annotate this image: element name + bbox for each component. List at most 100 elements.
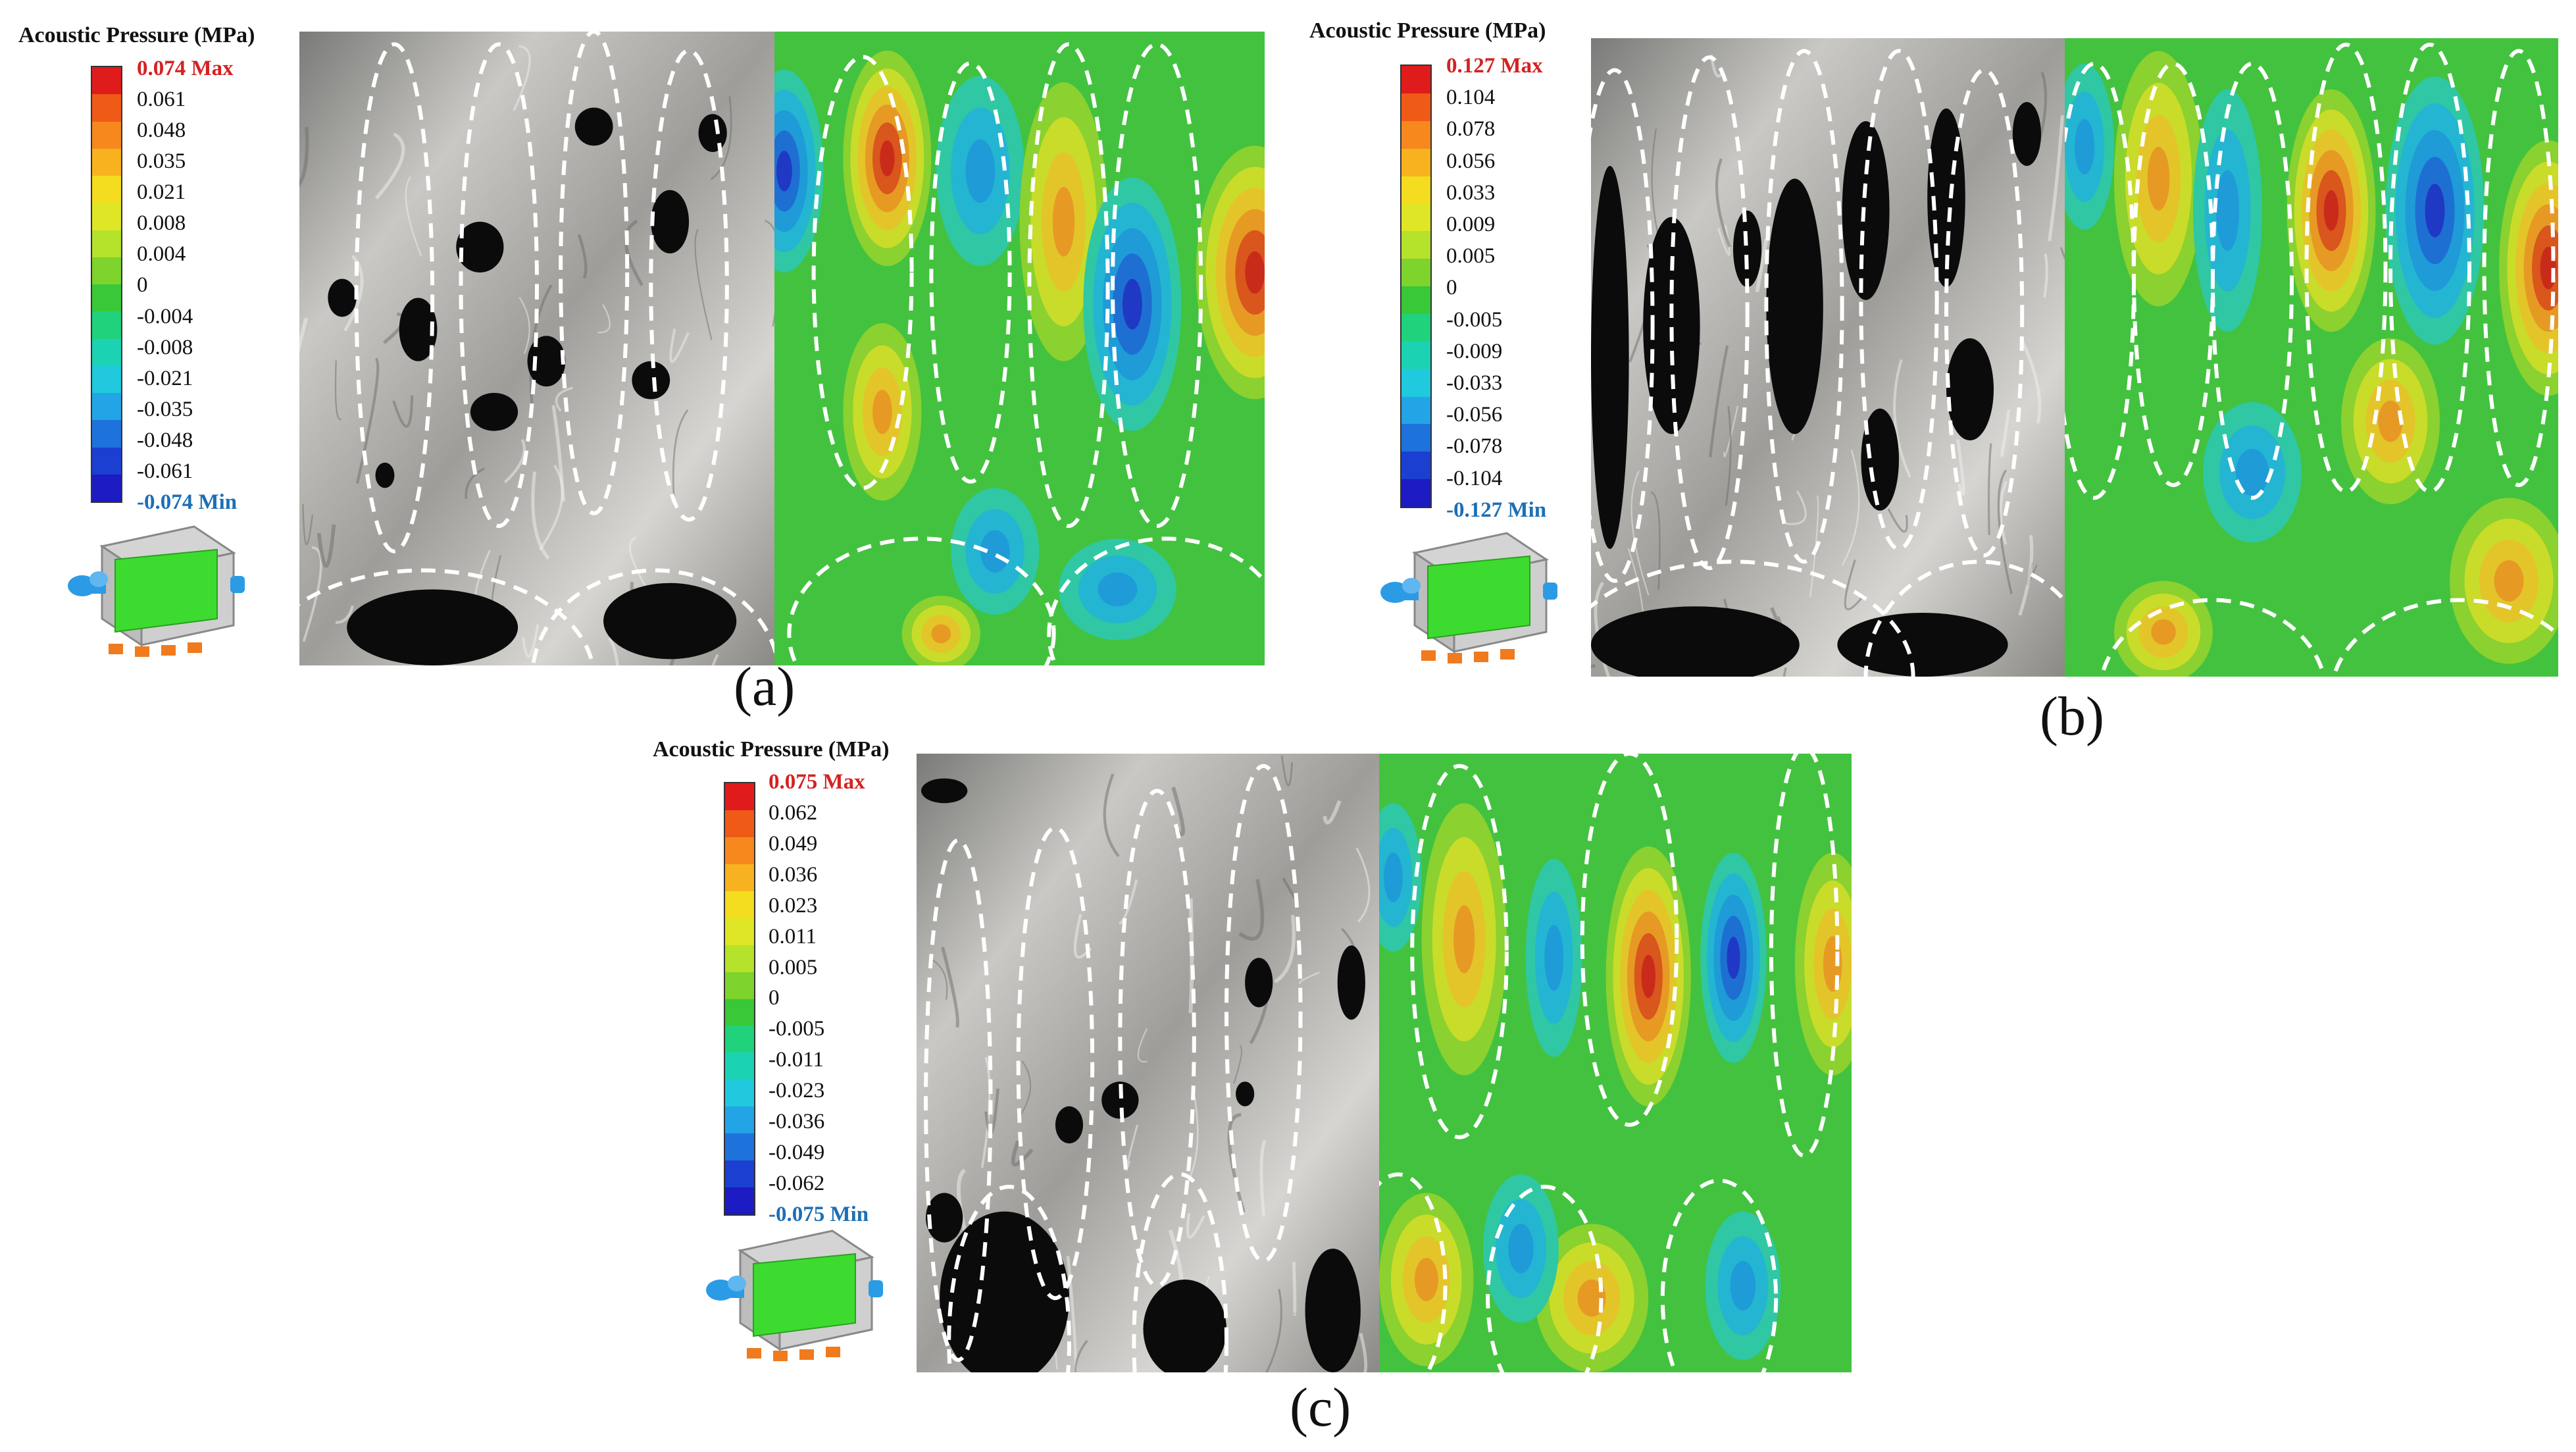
tank-model-icon xyxy=(68,525,245,657)
color-scale-swatch xyxy=(725,1160,754,1188)
erosion-hole xyxy=(926,1193,963,1243)
color-scale-bar xyxy=(724,782,755,1216)
scale-label: 0 xyxy=(137,273,148,298)
scale-label: -0.005 xyxy=(769,1017,825,1041)
dashed-ellipse-overlay xyxy=(1410,764,1509,1139)
color-scale-swatch xyxy=(725,918,754,945)
erosion-hole xyxy=(347,589,518,665)
pressure-contour xyxy=(1098,572,1138,607)
erosion-hole xyxy=(527,336,566,387)
erosion-hole xyxy=(921,778,968,804)
dashed-ellipse-overlay xyxy=(649,48,729,522)
scale-label: -0.035 xyxy=(137,397,193,421)
color-scale-swatch xyxy=(1402,176,1430,204)
erosion-hole xyxy=(1055,1106,1084,1144)
erosion-hole xyxy=(328,278,357,317)
scale-label-max: 0.127 Max xyxy=(1446,54,1543,78)
dashed-ellipse-overlay xyxy=(2211,61,2294,500)
pressure-contour xyxy=(2323,190,2339,231)
dashed-ellipse-overlay xyxy=(1225,764,1303,1263)
pressure-contour xyxy=(1122,278,1142,330)
color-scale-swatch xyxy=(92,311,121,339)
scale-label: -0.023 xyxy=(769,1079,825,1103)
pressure-contour xyxy=(2075,118,2094,174)
scale-label: 0 xyxy=(1446,276,1457,300)
color-scale-swatch xyxy=(1402,313,1430,342)
scale-label: 0.033 xyxy=(1446,180,1496,205)
color-scale-swatch xyxy=(725,1106,754,1134)
scale-label: -0.048 xyxy=(137,428,193,452)
erosion-hole xyxy=(375,462,395,488)
dashed-ellipse-overlay xyxy=(1047,536,1265,665)
foil-photo-svg xyxy=(299,32,774,665)
erosion-hole xyxy=(1236,1081,1255,1106)
scale-label: 0.078 xyxy=(1446,117,1496,142)
dashed-ellipse-overlay xyxy=(1944,68,2025,557)
color-scale-swatch xyxy=(92,393,121,421)
caption: (b) xyxy=(2040,686,2104,747)
color-scale-bar xyxy=(1400,65,1432,508)
erosion-hole xyxy=(1643,217,1700,434)
scale-label-min: -0.074 Min xyxy=(137,490,238,514)
foil-photo-svg xyxy=(1591,38,2065,677)
legend-title: Acoustic Pressure (MPa) xyxy=(18,23,255,47)
pressure-contour xyxy=(2236,449,2269,496)
dashed-ellipse-overlay xyxy=(1379,1172,1448,1372)
color-scale-swatch xyxy=(92,203,121,230)
color-scale-swatch xyxy=(92,67,121,95)
color-scale-swatch xyxy=(1402,120,1430,149)
color-scale-swatch xyxy=(92,257,121,284)
pressure-contour xyxy=(1245,251,1265,294)
pressure-contour xyxy=(1453,905,1475,973)
pressure-contour xyxy=(2216,170,2239,251)
color-scale-swatch xyxy=(1402,424,1430,452)
dashed-ellipse-overlay xyxy=(2482,49,2556,487)
color-scale-swatch xyxy=(1402,396,1430,425)
dashed-ellipse-overlay xyxy=(947,1185,1071,1372)
color-scale-swatch xyxy=(1402,259,1430,286)
dashed-ellipse-overlay xyxy=(1859,49,1939,551)
color-scale-swatch xyxy=(92,420,121,448)
erosion-hole xyxy=(1861,408,1899,511)
scale-label: 0.023 xyxy=(769,893,818,918)
tank-model-icon xyxy=(63,520,253,658)
color-scale-swatch xyxy=(725,864,754,891)
erosion-hole xyxy=(698,114,727,152)
scale-label: 0.008 xyxy=(137,211,186,236)
scale-label: 0.021 xyxy=(137,180,186,205)
scale-label: 0.004 xyxy=(137,242,186,267)
scale-labels: 0.075 Max 0.062 0.049 0.036 0.023 0.011 … xyxy=(769,771,869,1226)
scale-label: -0.021 xyxy=(137,366,193,390)
scale-label: 0.104 xyxy=(1446,86,1496,110)
scale-label-min: -0.127 Min xyxy=(1446,498,1547,522)
scale-label: -0.005 xyxy=(1446,307,1503,332)
dashed-ellipse-overlay xyxy=(1591,68,1655,583)
color-scale-swatch xyxy=(92,176,121,203)
color-scale-swatch xyxy=(725,783,754,810)
color-scale-swatch xyxy=(725,1079,754,1107)
scale-label-max: 0.074 Max xyxy=(137,57,234,80)
scale-label: -0.009 xyxy=(1446,339,1503,363)
dashed-ellipse-overlay xyxy=(354,42,435,554)
color-scale-swatch xyxy=(92,94,121,122)
color-scale-swatch xyxy=(92,148,121,176)
erosion-hole xyxy=(456,221,504,272)
color-scale-swatch xyxy=(1402,479,1430,507)
dashed-ellipse-overlay xyxy=(2304,42,2388,494)
scale-label: -0.104 xyxy=(1446,466,1503,490)
pressure-contour xyxy=(2425,184,2445,238)
pressure-contour xyxy=(1384,852,1403,902)
tank-model-icon xyxy=(701,1224,892,1362)
pressure-contour xyxy=(931,624,951,644)
pressure-contour-map xyxy=(2065,38,2558,677)
scale-label: 0 xyxy=(769,986,780,1010)
color-scale-swatch xyxy=(725,998,754,1026)
color-scale-swatch xyxy=(1402,66,1430,93)
scale-label: -0.004 xyxy=(137,304,193,328)
color-scale-bar xyxy=(91,66,122,503)
color-scale-swatch xyxy=(92,121,121,149)
dashed-ellipse-overlay xyxy=(1016,825,1095,1301)
legend-title: Acoustic Pressure (MPa) xyxy=(653,737,890,762)
scale-label: 0.035 xyxy=(137,149,186,174)
erosion-hole xyxy=(574,107,613,146)
